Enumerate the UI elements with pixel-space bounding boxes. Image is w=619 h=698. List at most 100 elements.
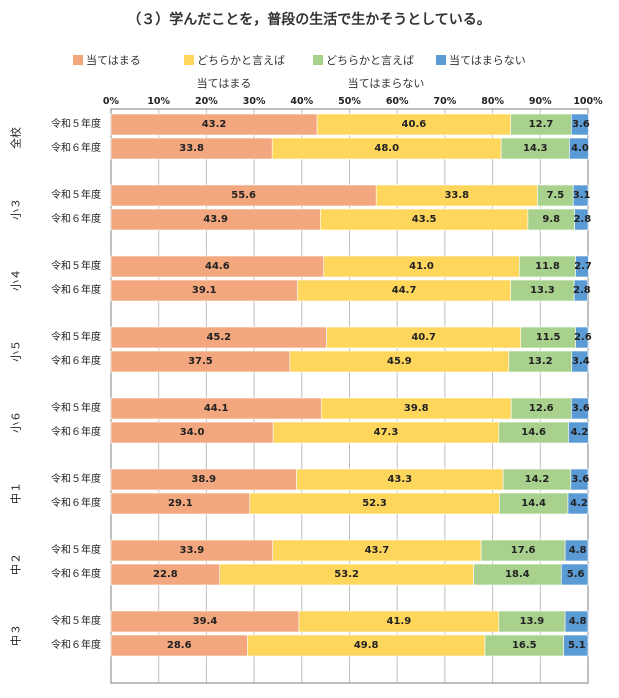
data-label: 40.7 (411, 332, 436, 343)
row-label: 令和６年度 (51, 212, 101, 225)
group-label: 全校 (9, 127, 23, 149)
x-axis-ticks: 0% 10% 20% 30% 40% 50% 60% 70% 80% 90% 100% (103, 96, 603, 107)
group-label: 中１ (10, 482, 23, 504)
data-label: 48.0 (374, 143, 399, 154)
x-tick-label: 60% (386, 96, 409, 107)
bar-segment-series-4 (569, 137, 589, 160)
bar-segment-series-4 (564, 539, 589, 562)
group-label: 小３ (10, 198, 23, 220)
group-label: 小６ (10, 411, 23, 433)
data-label: 4.2 (571, 427, 589, 438)
x-tick-label: 90% (529, 96, 552, 107)
data-label: 3.6 (572, 403, 590, 414)
row-label: 令和６年度 (51, 283, 101, 296)
data-label: 14.2 (525, 474, 550, 485)
data-label: 2.6 (574, 332, 592, 343)
row-label: 令和５年度 (51, 330, 101, 343)
data-label: 41.9 (387, 616, 412, 627)
data-label: 29.1 (168, 498, 193, 509)
data-label: 4.8 (569, 616, 587, 627)
data-label: 44.6 (205, 261, 230, 272)
bar-segment-series-4 (560, 563, 589, 586)
legend-swatch-3 (313, 55, 323, 65)
row-label: 令和５年度 (51, 472, 101, 485)
data-label: 41.0 (409, 261, 434, 272)
group-label: 小５ (10, 340, 23, 362)
row-label: 令和６年度 (51, 496, 101, 509)
x-tick-label: 50% (338, 96, 361, 107)
data-label: 44.1 (204, 403, 229, 414)
data-label: 18.4 (505, 569, 530, 580)
data-label: 33.8 (179, 143, 204, 154)
legend-swatch-2 (184, 55, 194, 65)
data-label: 4.2 (570, 498, 588, 509)
row-label: 令和６年度 (51, 141, 101, 154)
data-label: 4.0 (571, 143, 589, 154)
data-label: 45.2 (206, 332, 231, 343)
data-label: 3.4 (572, 356, 590, 367)
x-tick-label: 100% (573, 96, 603, 107)
data-label: 11.8 (535, 261, 560, 272)
data-label: 14.3 (523, 143, 548, 154)
legend-entry-2: どちらかと言えば (197, 54, 285, 67)
data-label: 40.6 (402, 119, 427, 130)
data-label: 14.4 (521, 498, 546, 509)
data-label: 2.7 (574, 261, 592, 272)
plot-border (110, 108, 589, 684)
legend-entry-4: 当てはまらない (449, 53, 526, 67)
row-label: 令和５年度 (51, 614, 101, 627)
data-label: 5.1 (568, 640, 586, 651)
data-label: 34.0 (180, 427, 205, 438)
data-label: 53.2 (334, 569, 359, 580)
row-label: 令和５年度 (51, 188, 101, 201)
bar-segment-series-4 (575, 255, 589, 278)
data-label: 3.6 (572, 119, 590, 130)
row-label: 令和５年度 (51, 543, 101, 556)
data-label: 13.9 (520, 616, 545, 627)
data-label: 33.9 (180, 545, 205, 556)
chart-title: （３）学んだことを，普段の生活で生かそうとしている。 (127, 11, 491, 28)
data-label: 3.6 (572, 474, 590, 485)
data-label: 2.8 (573, 285, 591, 296)
data-label: 16.5 (512, 640, 537, 651)
data-label: 11.5 (536, 332, 561, 343)
legend-sub-label-1: 当てはまる (197, 76, 252, 90)
row-label: 令和６年度 (51, 638, 101, 651)
legend-entry-1: 当てはまる (86, 53, 141, 67)
x-tick-label: 40% (290, 96, 313, 107)
x-tick-label: 10% (147, 96, 170, 107)
legend-entry-3: どちらかと言えば (326, 54, 414, 67)
data-label: 43.3 (387, 474, 412, 485)
data-label: 13.3 (530, 285, 555, 296)
data-label: 12.7 (529, 119, 554, 130)
data-label: 5.6 (567, 569, 585, 580)
bar-segment-series-4 (571, 350, 589, 373)
data-label: 39.1 (192, 285, 217, 296)
bar-segment-series-4 (567, 492, 589, 515)
data-label: 43.5 (412, 214, 437, 225)
data-label: 22.8 (153, 569, 178, 580)
bar-segment-series-4 (573, 279, 588, 302)
legend: 当てはまる どちらかと言えば どちらかと言えば 当てはまらない (73, 53, 526, 67)
data-label: 9.8 (542, 214, 560, 225)
data-label: 44.7 (392, 285, 417, 296)
legend-swatch-1 (73, 55, 83, 65)
data-label: 17.6 (511, 545, 536, 556)
data-label: 3.1 (573, 190, 591, 201)
bar-segment-series-4 (572, 184, 589, 207)
row-label: 令和５年度 (51, 401, 101, 414)
data-label: 47.3 (374, 427, 399, 438)
data-label: 43.2 (202, 119, 227, 130)
bar-segment-series-4 (564, 610, 589, 633)
x-tick-label: 30% (243, 96, 266, 107)
data-label: 39.4 (193, 616, 218, 627)
data-label: 55.6 (231, 190, 256, 201)
data-label: 37.5 (188, 356, 213, 367)
bar-segment-series-4 (570, 468, 589, 491)
bar-segment-series-4 (568, 421, 589, 444)
data-label: 14.6 (521, 427, 546, 438)
legend-sub-label-2: 当てはまらない (348, 76, 425, 90)
x-tick-label: 80% (481, 96, 504, 107)
